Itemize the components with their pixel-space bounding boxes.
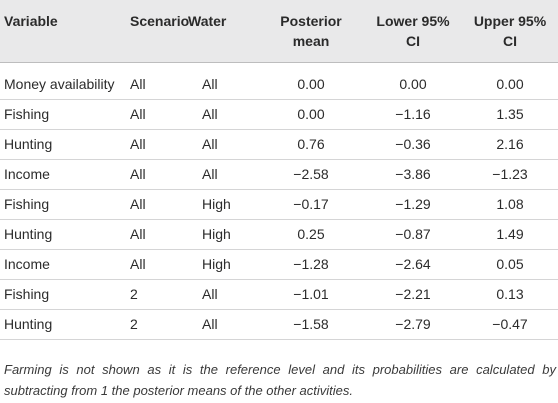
cell-upper: 0.00 (496, 75, 524, 92)
cell-water: All (202, 75, 218, 92)
cell-mean: −1.28 (293, 256, 329, 272)
cell-variable: Money availability (4, 75, 115, 92)
cell-lower: −1.29 (395, 196, 431, 212)
cell-water: High (202, 256, 231, 272)
header-posterior-mean-line1: Posterior (280, 13, 342, 29)
cell-upper: −1.23 (492, 166, 528, 182)
cell-water: All (202, 136, 218, 152)
cell-variable: Fishing (4, 196, 50, 212)
cell-scenario: All (130, 256, 146, 272)
table-row: Hunting 2 All −1.58 −2.79 −0.47 (0, 309, 558, 339)
cell-variable: Income (4, 166, 50, 182)
cell-scenario: All (130, 106, 146, 122)
cell-water: All (202, 106, 218, 122)
cell-variable: Fishing (4, 106, 50, 122)
results-table-container: Variable Scenario Water Posterior mean L… (0, 0, 558, 339)
header-upper-ci: Upper 95% CI (462, 0, 558, 62)
cell-mean: −2.58 (293, 166, 329, 182)
table-row: Money availability All All 0.00 0.00 0.0… (0, 62, 558, 99)
header-variable: Variable (4, 13, 58, 29)
cell-mean: 0.25 (297, 226, 325, 242)
cell-scenario: All (130, 196, 146, 212)
results-table: Variable Scenario Water Posterior mean L… (0, 0, 558, 339)
cell-scenario: All (130, 136, 146, 152)
header-posterior-mean-line2: mean (292, 33, 330, 49)
cell-lower: −0.36 (395, 136, 431, 152)
cell-lower: −1.16 (395, 106, 431, 122)
cell-mean: 0.76 (297, 136, 325, 152)
cell-upper: 0.05 (496, 256, 524, 272)
header-posterior-mean: Posterior mean (258, 0, 364, 62)
cell-upper: 1.08 (496, 196, 524, 212)
cell-lower: −2.21 (395, 286, 431, 302)
header-upper-ci-line1: Upper 95% (473, 13, 547, 29)
header-lower-ci-line2: CI (406, 33, 420, 49)
cell-variable: Hunting (4, 226, 53, 242)
cell-mean: 0.00 (297, 106, 325, 122)
cell-variable: Income (4, 256, 50, 272)
cell-scenario: All (130, 75, 146, 92)
table-row: Fishing 2 All −1.01 −2.21 0.13 (0, 279, 558, 309)
header-water-label: Water (188, 13, 227, 29)
table-row: Fishing All All 0.00 −1.16 1.35 (0, 99, 558, 129)
cell-upper: −0.47 (492, 316, 528, 332)
cell-water: All (202, 286, 218, 302)
cell-upper: 2.16 (496, 136, 524, 152)
cell-mean: 0.00 (297, 75, 325, 92)
header-upper-ci-line2: CI (503, 33, 517, 49)
cell-mean: −1.58 (293, 316, 329, 332)
cell-lower: −2.64 (395, 256, 431, 272)
cell-mean: −1.01 (293, 286, 329, 302)
header-water: Water (188, 0, 258, 62)
cell-water: High (202, 226, 231, 242)
cell-lower: −2.79 (395, 316, 431, 332)
cell-scenario: 2 (130, 316, 138, 332)
cell-variable: Fishing (4, 286, 50, 302)
cell-water: High (202, 196, 231, 212)
cell-water: All (202, 166, 218, 182)
cell-lower: 0.00 (399, 75, 427, 92)
table-row: Hunting All High 0.25 −0.87 1.49 (0, 219, 558, 249)
header-lower-ci-line1: Lower 95% (376, 13, 450, 29)
table-row: Income All All −2.58 −3.86 −1.23 (0, 159, 558, 189)
cell-upper: 1.49 (496, 226, 524, 242)
cell-upper: 0.13 (496, 286, 524, 302)
header-row: Variable Scenario Water Posterior mean L… (0, 0, 558, 62)
cell-scenario: All (130, 226, 146, 242)
cell-variable: Hunting (4, 316, 53, 332)
table-row: Income All High −1.28 −2.64 0.05 (0, 249, 558, 279)
header-scenario: Scenario (130, 13, 190, 29)
cell-lower: −3.86 (395, 166, 431, 182)
cell-mean: −0.17 (293, 196, 329, 212)
header-lower-ci: Lower 95% CI (364, 0, 462, 62)
table-row: Fishing All High −0.17 −1.29 1.08 (0, 189, 558, 219)
table-body: Money availability All All 0.00 0.00 0.0… (0, 62, 558, 339)
table-footnote: Farming is not shown as it is the refere… (4, 362, 556, 398)
cell-lower: −0.87 (395, 226, 431, 242)
cell-upper: 1.35 (496, 106, 524, 122)
cell-water: All (202, 316, 218, 332)
cell-variable: Hunting (4, 136, 53, 152)
table-row: Hunting All All 0.76 −0.36 2.16 (0, 129, 558, 159)
cell-scenario: 2 (130, 286, 138, 302)
table-header: Variable Scenario Water Posterior mean L… (0, 0, 558, 62)
cell-scenario: All (130, 166, 146, 182)
